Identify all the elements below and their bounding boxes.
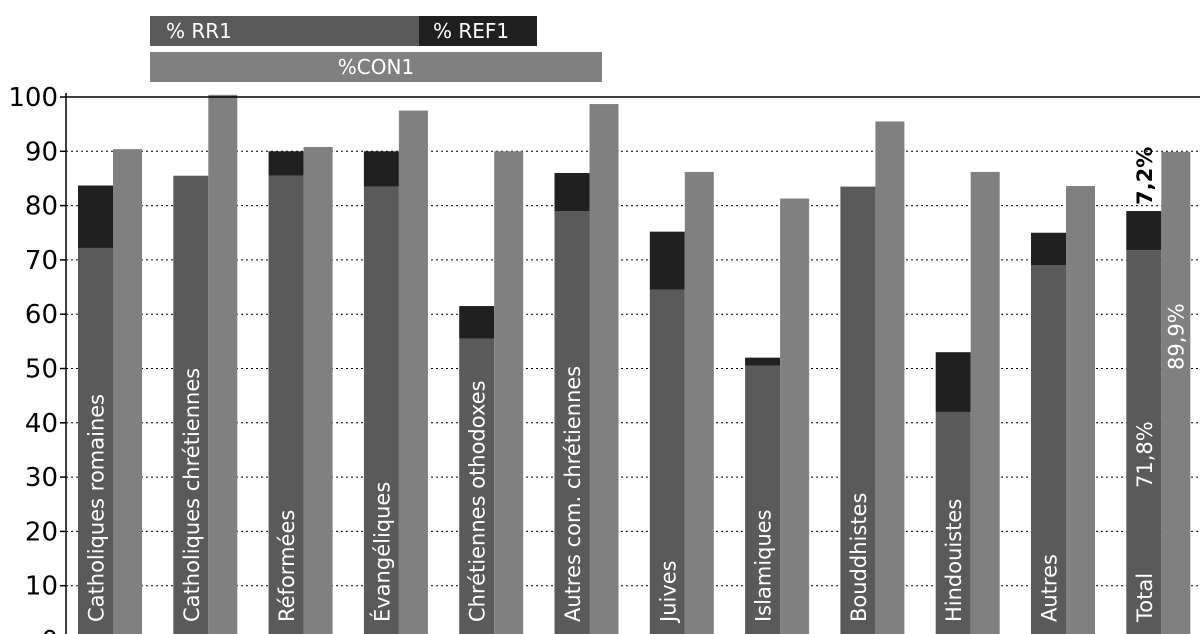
category-label-6: Juives <box>656 560 680 624</box>
bar-ref1-11 <box>1126 211 1162 251</box>
y-tick-label-30: 30 <box>25 463 58 493</box>
legend-con1-label: %CON1 <box>337 55 415 79</box>
bar-con1-8 <box>875 121 905 634</box>
category-label-5: Autres com. chrétiennes <box>561 366 585 622</box>
y-tick-label-20: 20 <box>25 517 58 547</box>
bar-rr1-11 <box>1126 250 1162 634</box>
legend-rr1: % RR1 <box>150 16 420 46</box>
legend-ref1: % REF1 <box>419 16 537 46</box>
bar-ref1-3 <box>363 151 399 187</box>
bar-rr1-7 <box>745 365 781 634</box>
bar-rr1-0 <box>78 247 113 634</box>
category-label-8: Bouddhistes <box>847 493 871 622</box>
legend-con1: %CON1 <box>150 52 602 82</box>
category-label-11: Total <box>1133 573 1157 623</box>
category-label-4: Chrétiennes othodoxes <box>466 380 490 622</box>
y-tick-label-60: 60 <box>25 300 58 330</box>
bar-con1-2 <box>303 146 333 634</box>
y-tick-label-50: 50 <box>25 355 58 385</box>
bars <box>78 94 1191 634</box>
bar-con1-6 <box>684 171 714 634</box>
y-tick-label-100: 100 <box>8 83 58 113</box>
bar-rr1-9 <box>935 411 971 634</box>
category-label-1: Catholiques chrétiennes <box>180 368 204 622</box>
category-label-10: Autres <box>1038 554 1062 622</box>
bar-con1-0 <box>113 149 142 634</box>
data-label-total-ref1: 7,2% <box>1133 147 1157 205</box>
bar-con1-9 <box>970 171 1000 634</box>
legend-rr1-label: % RR1 <box>166 19 232 43</box>
y-tick-label-90: 90 <box>25 137 58 167</box>
category-labels: Catholiques romaines Catholiques chrétien… <box>85 147 1189 624</box>
bar-ref1-0 <box>78 185 113 248</box>
bar-ref1-2 <box>268 151 304 176</box>
bar-con1-11 <box>1161 151 1191 634</box>
bar-rr1-4 <box>459 338 495 634</box>
category-label-7: Islamiques <box>752 509 776 622</box>
bar-con1-1 <box>208 94 238 634</box>
bar-rr1-5 <box>554 211 590 634</box>
category-label-0: Catholiques romaines <box>85 394 109 622</box>
bar-rr1-8 <box>840 186 876 634</box>
bar-ref1-5 <box>554 173 590 212</box>
bar-con1-4 <box>494 151 524 634</box>
bar-ref1-6 <box>649 231 685 290</box>
bar-rr1-2 <box>268 175 304 634</box>
grid-lines <box>66 150 1200 587</box>
y-tick-label-0: 0 <box>41 626 58 634</box>
y-tick-label-80: 80 <box>25 192 58 222</box>
y-tick-label-40: 40 <box>25 409 58 439</box>
bar-rr1-1 <box>173 175 209 634</box>
bar-ref1-10 <box>1031 232 1066 266</box>
bar-rr1-10 <box>1031 265 1066 634</box>
category-label-9: Hindouistes <box>942 499 966 622</box>
data-label-total-con1: 89,9% <box>1164 303 1188 370</box>
bar-ref1-4 <box>459 306 495 339</box>
data-label-total-rr1: 71,8% <box>1133 421 1157 488</box>
y-tick-label-70: 70 <box>25 246 58 276</box>
legend-ref1-label: % REF1 <box>433 19 510 43</box>
y-tick-label-10: 10 <box>25 572 58 602</box>
bar-rr1-3 <box>363 186 399 634</box>
y-axis-ticks: 0 10 20 30 40 50 60 70 80 90 100 <box>8 83 66 634</box>
bar-con1-10 <box>1066 186 1095 634</box>
bar-ref1-9 <box>935 352 971 412</box>
category-label-3: Évangéliques <box>369 482 394 622</box>
category-label-2: Réformées <box>275 510 299 622</box>
bar-ref1-7 <box>745 357 781 366</box>
bar-con1-3 <box>398 110 428 634</box>
bar-con1-7 <box>780 198 810 634</box>
bar-con1-5 <box>589 104 619 634</box>
bar-rr1-6 <box>649 289 685 634</box>
